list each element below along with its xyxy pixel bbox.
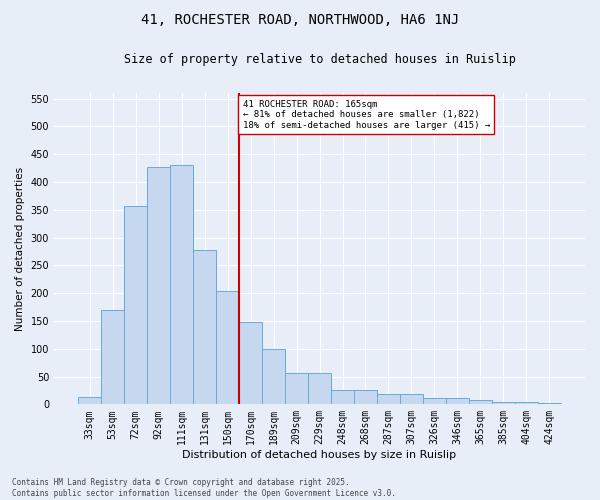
Bar — [354, 390, 377, 404]
Bar — [262, 348, 285, 405]
Bar — [124, 206, 147, 404]
Text: 41, ROCHESTER ROAD, NORTHWOOD, HA6 1NJ: 41, ROCHESTER ROAD, NORTHWOOD, HA6 1NJ — [141, 12, 459, 26]
Bar — [285, 372, 308, 404]
Bar — [469, 400, 492, 404]
Bar — [400, 394, 423, 404]
Bar — [147, 167, 170, 404]
Title: Size of property relative to detached houses in Ruislip: Size of property relative to detached ho… — [124, 52, 515, 66]
Bar — [239, 322, 262, 404]
Bar — [193, 250, 216, 404]
Bar — [538, 403, 561, 404]
Bar — [377, 394, 400, 404]
Bar — [101, 310, 124, 404]
Bar — [78, 397, 101, 404]
Y-axis label: Number of detached properties: Number of detached properties — [15, 166, 25, 331]
Bar — [492, 402, 515, 404]
Bar — [446, 398, 469, 404]
Bar — [216, 292, 239, 405]
Bar — [308, 372, 331, 404]
X-axis label: Distribution of detached houses by size in Ruislip: Distribution of detached houses by size … — [182, 450, 457, 460]
Text: Contains HM Land Registry data © Crown copyright and database right 2025.
Contai: Contains HM Land Registry data © Crown c… — [12, 478, 396, 498]
Bar — [170, 166, 193, 404]
Bar — [515, 402, 538, 404]
Text: 41 ROCHESTER ROAD: 165sqm
← 81% of detached houses are smaller (1,822)
18% of se: 41 ROCHESTER ROAD: 165sqm ← 81% of detac… — [242, 100, 490, 130]
Bar — [423, 398, 446, 404]
Bar — [331, 390, 354, 404]
